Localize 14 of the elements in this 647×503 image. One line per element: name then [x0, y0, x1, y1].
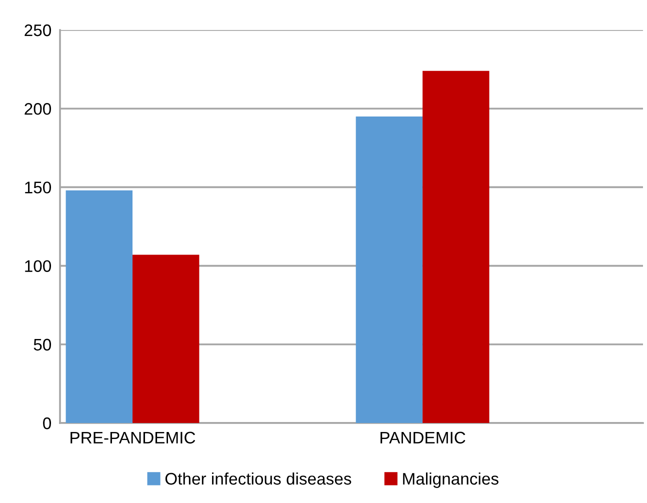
y-tick-label: 0 [43, 417, 52, 430]
legend-label: Other infectious diseases [165, 472, 352, 485]
y-tick-label: 150 [25, 182, 52, 194]
legend-label: Malignancies [403, 472, 498, 488]
y-tick-label: 100 [25, 260, 52, 272]
bar [422, 70, 490, 423]
bar [66, 190, 133, 423]
y-tick-label: 200 [24, 103, 52, 115]
bar [132, 254, 200, 423]
y-tick-label: 50 [34, 338, 52, 351]
y-tick-label: 250 [24, 24, 52, 36]
x-tick-label: PANDEMIC [380, 432, 466, 444]
x-tick-label: PRE-PANDEMIC [70, 432, 196, 444]
bar [356, 116, 423, 423]
